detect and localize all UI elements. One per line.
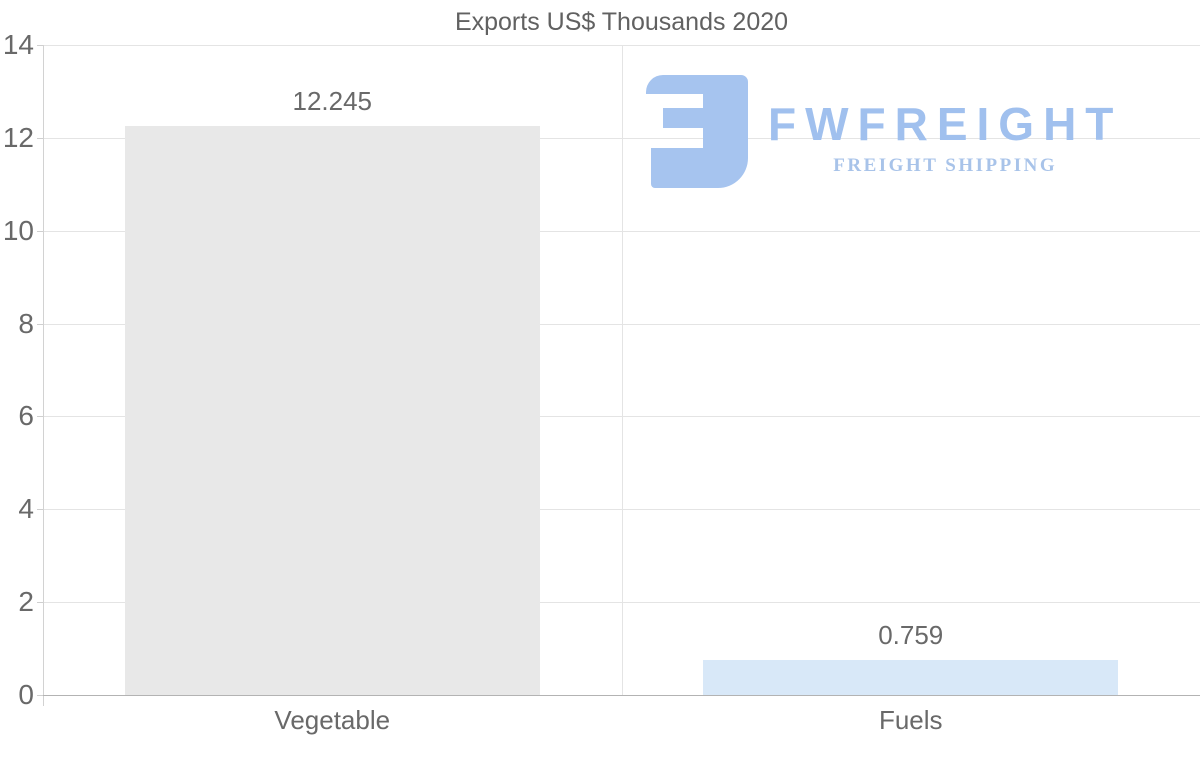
logo-tagline: FREIGHT SHIPPING [833, 155, 1058, 176]
logo-text: FWFREIGHT FREIGHT SHIPPING [768, 101, 1122, 176]
fwfreight-logo: FWFREIGHT FREIGHT SHIPPING [646, 75, 1122, 188]
bar-vegetable[interactable] [124, 126, 540, 695]
y-axis-tick [37, 416, 43, 418]
y-axis-label: 6 [18, 400, 34, 432]
bar-value-label: 12.245 [292, 86, 373, 117]
y-axis-line [43, 45, 44, 706]
y-axis-tick [37, 45, 43, 46]
y-axis-label: 2 [18, 586, 34, 618]
y-axis-tick [37, 323, 43, 325]
y-axis-tick [37, 509, 43, 511]
x-axis-label-fuels: Fuels [878, 705, 943, 735]
vertical-gridline [621, 45, 623, 695]
y-axis-tick [37, 230, 43, 232]
y-axis-label: 10 [2, 214, 34, 246]
y-axis-label: 8 [18, 307, 34, 339]
chart-title: Exports US$ Thousands 2020 [454, 8, 789, 36]
y-axis-label: 12 [2, 121, 34, 153]
x-axis-baseline [43, 695, 1200, 696]
y-axis-tick [37, 695, 43, 696]
y-axis-tick [37, 137, 43, 139]
bar-value-label: 0.759 [878, 619, 944, 650]
y-axis-tick [37, 602, 43, 604]
x-axis-label-vegetable: Vegetable [274, 705, 391, 735]
y-axis-label: 4 [18, 493, 34, 525]
bar-fuels[interactable] [703, 659, 1119, 695]
logo-wordmark: FWFREIGHT [768, 98, 1123, 150]
y-axis-label: 14 [2, 29, 34, 60]
x-axis-labels: Vegetable Fuels [43, 695, 1200, 755]
plot-area: 12.245 0.759 [37, 45, 1200, 706]
y-axis-label: 0 [18, 679, 34, 710]
fwfreight-logo-icon [646, 75, 748, 188]
y-axis-labels: 0 2 4 6 8 10 12 14 [0, 30, 34, 710]
